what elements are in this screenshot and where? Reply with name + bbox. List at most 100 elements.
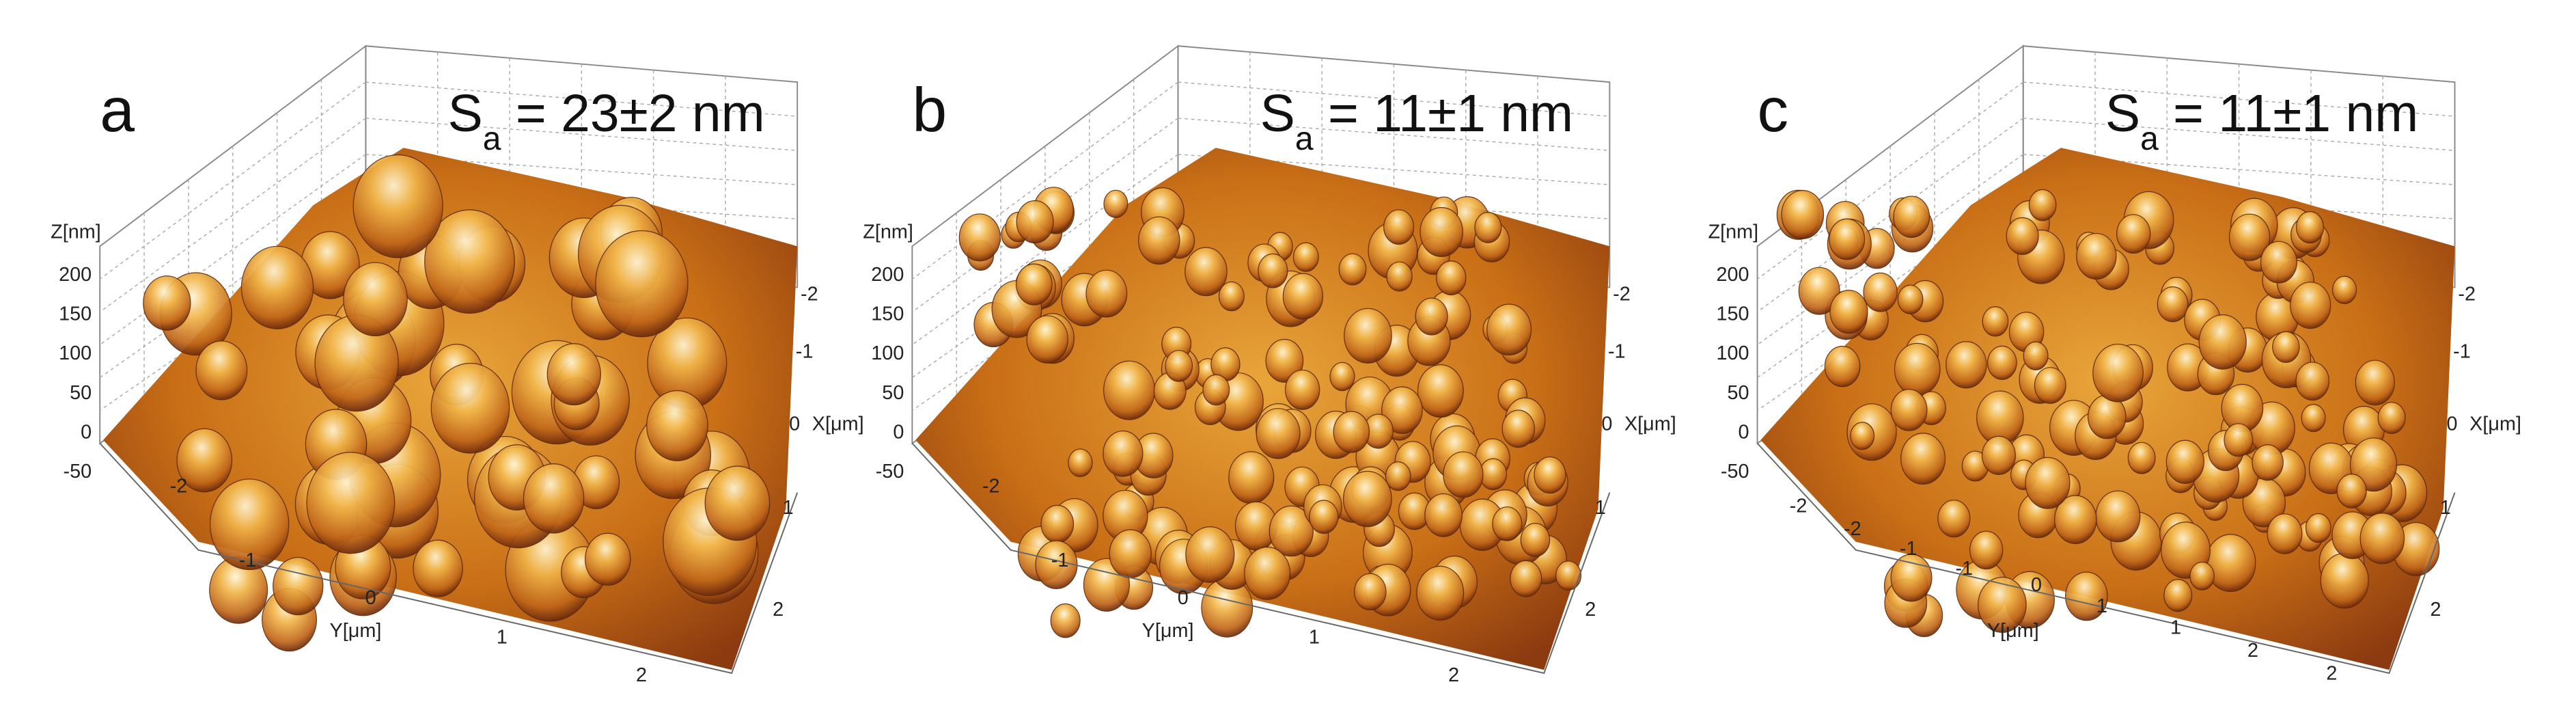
surface-bump <box>1555 560 1582 590</box>
surface-bump <box>1986 345 2017 380</box>
x-tick-label: 0 <box>789 413 800 435</box>
x-tick-label: 1 <box>1595 497 1606 519</box>
surface-bump <box>1185 247 1228 297</box>
surface-bump <box>1978 576 2027 634</box>
surface-bump <box>2023 341 2049 370</box>
y-tick-label: 1 <box>2096 595 2107 617</box>
surface-bump <box>1284 369 1320 410</box>
z-tick-label: 100 <box>1716 342 1749 364</box>
sa-label: Sa = 23±2 nm <box>448 84 765 157</box>
surface-bump <box>2355 359 2395 406</box>
surface-bump <box>1258 253 1288 288</box>
sa-label: Sa = 11±1 nm <box>2105 84 2418 157</box>
y-tick-label: 2 <box>636 664 647 686</box>
surface-bump <box>2165 439 2204 484</box>
panel-label: a <box>100 75 135 145</box>
y-tick-label: 1 <box>497 627 508 649</box>
surface-bump <box>1068 448 1093 478</box>
surface-bump <box>2065 571 2108 621</box>
z-tick-label: 50 <box>70 382 92 404</box>
sa-part: a <box>483 121 501 157</box>
x-tick-label: 1 <box>2440 497 2451 519</box>
surface-bump <box>143 275 191 331</box>
y-tick-label: 0 <box>2031 574 2042 596</box>
y-tick-label: 0 <box>1178 587 1189 609</box>
grid-line <box>99 154 366 346</box>
surface-bump <box>1479 458 1508 491</box>
z-tick-label: 200 <box>59 264 92 286</box>
surface-bump <box>1329 362 1355 392</box>
y-tick-label: -1 <box>1955 558 1973 580</box>
sa-part: S <box>448 84 483 143</box>
surface-bump <box>1228 451 1275 504</box>
surface-bump <box>2359 513 2405 565</box>
surface-bump <box>958 213 1001 262</box>
surface-bump <box>1381 386 1423 434</box>
surface-bump <box>704 465 771 541</box>
surface-bump <box>1354 573 1387 611</box>
surface-bump <box>1050 603 1081 638</box>
surface-bump <box>2252 444 2284 481</box>
surface-bump <box>1829 218 1866 260</box>
surface-bump <box>2006 217 2039 255</box>
surface-bump <box>430 362 510 454</box>
surface-bump <box>1333 411 1370 453</box>
z-tick-label: 0 <box>893 421 904 443</box>
surface-bump <box>2295 211 2325 244</box>
surface-bump <box>1824 346 1861 388</box>
y-axis-title: Y[μm] <box>330 620 382 642</box>
surface-bump <box>1265 338 1304 383</box>
surface-bump <box>2260 241 2297 284</box>
surface-bump <box>1103 189 1128 218</box>
grid-line <box>911 154 1178 346</box>
y-axis-title: Y[μm] <box>1142 620 1194 642</box>
z-tick-label: 150 <box>1716 303 1749 325</box>
surface-bump <box>273 557 324 616</box>
x-tick-label: -2 <box>801 284 818 306</box>
z-tick-label: 0 <box>1739 421 1749 443</box>
surface-bump <box>2295 362 2330 401</box>
surface-bump <box>1103 360 1155 420</box>
surface-bump <box>1510 560 1542 597</box>
x-axis-title: X[μm] <box>1624 413 1676 435</box>
z-tick-label: -50 <box>1721 461 1749 483</box>
surface-bump <box>2092 343 2144 403</box>
surface-bump <box>209 478 290 571</box>
sa-part: a <box>1295 121 1314 157</box>
surface-bump <box>1492 506 1523 541</box>
surface-bump <box>1893 195 1930 239</box>
surface-bump <box>1443 451 1484 498</box>
surface-bump <box>1850 422 1875 450</box>
x-tick-label: 2 <box>1585 599 1596 621</box>
surface-bump <box>546 343 601 406</box>
surface-bump <box>2116 214 2151 254</box>
surface-bump <box>1897 284 1924 314</box>
surface-bump <box>195 340 248 400</box>
surface-bump <box>1343 470 1392 528</box>
surface-bump <box>2025 457 2071 509</box>
sa-label: Sa = 11±1 nm <box>1260 84 1573 157</box>
surface-bump <box>1202 374 1230 406</box>
z-axis-title: Z[nm] <box>1708 221 1758 243</box>
panel: c Sa = 11±1 nm Z[nm] 200 150 100 50 0 -50 -2 -1 0 1 2… <box>1708 44 2521 685</box>
surface-bump <box>1256 408 1301 459</box>
sa-part: = 23±2 nm <box>501 84 764 143</box>
y-tick-label: 2 <box>2247 640 2258 662</box>
surface-bump <box>2189 561 2215 590</box>
sa-part: a <box>2140 121 2159 157</box>
surface-bump <box>1282 273 1324 320</box>
floor-edge <box>911 442 1611 675</box>
surface-bump <box>306 452 396 554</box>
surface-bump <box>1016 263 1053 306</box>
surface-bump <box>523 463 585 534</box>
surface-bump <box>1894 342 1941 396</box>
surface-bump <box>1781 189 1825 239</box>
surface-bump <box>2305 513 2331 543</box>
x-tick-label: 0 <box>1601 413 1612 435</box>
surface-bump <box>2205 534 2256 593</box>
z-tick-label: 50 <box>882 382 904 404</box>
surface-bump <box>1863 272 1898 312</box>
surface-bump <box>176 428 233 493</box>
surface-bump <box>1386 261 1413 292</box>
